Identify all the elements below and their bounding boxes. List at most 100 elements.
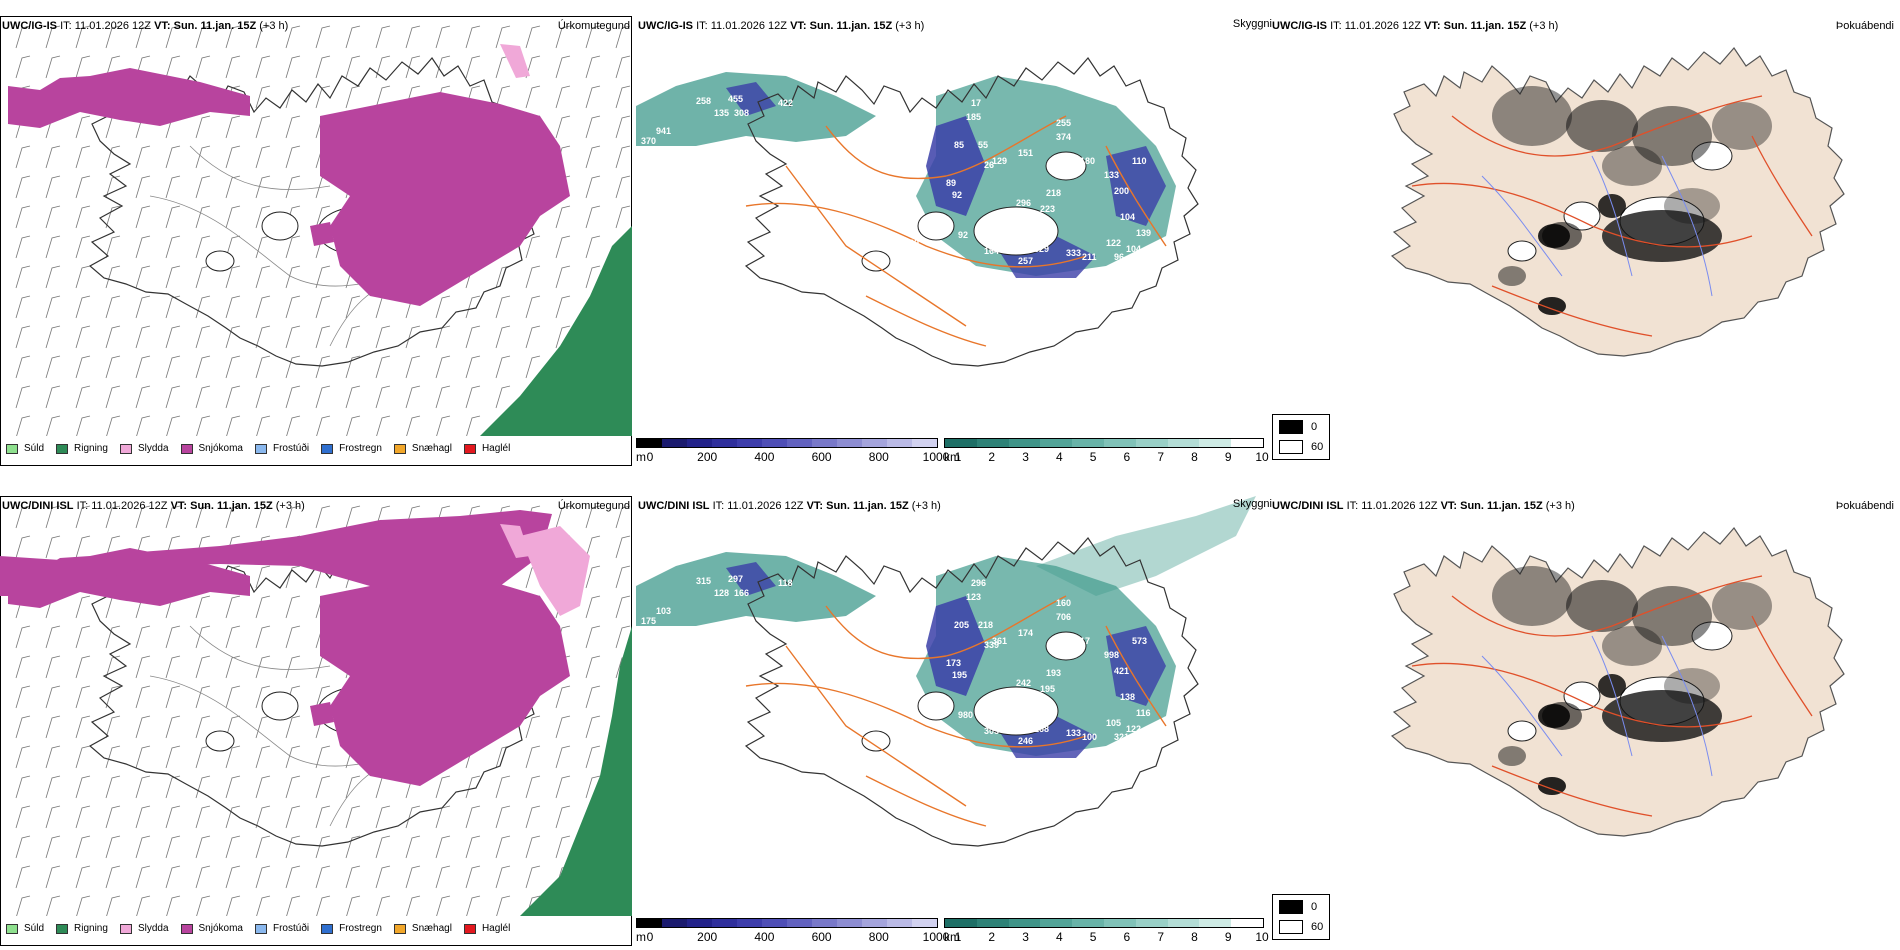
wind-barb bbox=[165, 505, 181, 529]
fog-panel: UWC/DINI ISL IT: 11.01.2026 12Z VT: Sun.… bbox=[1272, 496, 1900, 946]
wind-barb bbox=[285, 235, 301, 259]
legend-label: Rigning bbox=[74, 443, 108, 454]
wind-barb bbox=[405, 385, 421, 409]
wind-barb bbox=[375, 805, 391, 829]
panel-title: Úrkomutegund bbox=[557, 500, 630, 512]
wind-barb bbox=[585, 25, 601, 49]
fog-shade bbox=[1538, 777, 1566, 795]
wind-barb bbox=[45, 715, 61, 739]
tick-label: 0 bbox=[646, 930, 654, 944]
legend-swatch bbox=[119, 923, 132, 934]
wind-barb bbox=[315, 355, 331, 379]
height-label: 91 bbox=[1016, 702, 1026, 712]
legend-swatch bbox=[6, 443, 18, 454]
height-label: 573 bbox=[1132, 636, 1147, 646]
wind-barb bbox=[435, 55, 451, 79]
wind-barb bbox=[255, 805, 271, 829]
wind-barb bbox=[105, 295, 121, 319]
wind-barb bbox=[105, 25, 121, 49]
wind-barb bbox=[195, 55, 211, 79]
wind-barb bbox=[135, 145, 151, 169]
wind-barb bbox=[195, 655, 211, 679]
tick-label: 200 bbox=[697, 930, 718, 944]
wind-barb bbox=[45, 295, 61, 319]
tick-label: 200 bbox=[697, 450, 718, 464]
wind-barb bbox=[225, 505, 241, 529]
wind-barb bbox=[195, 835, 211, 859]
wind-barb bbox=[615, 205, 631, 229]
wind-barb bbox=[106, 415, 121, 436]
glacier bbox=[973, 206, 1059, 256]
wind-barb bbox=[315, 265, 331, 289]
legend-item: Slydda bbox=[119, 923, 169, 934]
wind-barb bbox=[105, 505, 121, 529]
wind-barb bbox=[375, 85, 391, 109]
wind-barb bbox=[495, 385, 511, 409]
wind-barb bbox=[45, 175, 61, 199]
wind-barb bbox=[255, 835, 271, 859]
wind-barb bbox=[75, 385, 91, 409]
wind-barb bbox=[435, 775, 451, 799]
wind-barb bbox=[75, 535, 91, 559]
tick-label: 5 bbox=[1089, 450, 1097, 464]
wind-barb bbox=[286, 895, 301, 916]
wind-barb bbox=[165, 715, 181, 739]
vt-label: VT: bbox=[154, 20, 171, 32]
wind-barb bbox=[495, 355, 511, 379]
wind-barb bbox=[105, 175, 121, 199]
wind-barb bbox=[465, 355, 481, 379]
wind-barb bbox=[375, 355, 391, 379]
legend-label: Frostregn bbox=[339, 443, 382, 454]
wind-barb bbox=[375, 865, 391, 889]
river-network bbox=[1481, 635, 1713, 777]
wind-barb bbox=[285, 325, 301, 349]
wind-barb bbox=[195, 595, 211, 619]
wind-barb bbox=[496, 895, 511, 916]
wind-barb bbox=[255, 625, 271, 649]
wind-barb bbox=[165, 265, 181, 289]
wind-barb bbox=[15, 385, 31, 409]
height-label: 297 bbox=[728, 574, 743, 584]
wind-barb bbox=[135, 655, 151, 679]
height-label: 88 bbox=[904, 718, 914, 728]
wind-barb bbox=[166, 895, 181, 916]
it-label: IT: bbox=[60, 20, 72, 32]
height-label: 55 bbox=[978, 140, 988, 150]
wind-barb bbox=[525, 775, 541, 799]
lead-time: (+3 h) bbox=[1529, 20, 1559, 32]
wind-barb bbox=[135, 685, 151, 709]
height-label: 205 bbox=[954, 620, 969, 630]
height-label: 305 bbox=[984, 726, 999, 736]
tick-label: 9 bbox=[1224, 450, 1232, 464]
vt-label: VT: bbox=[806, 500, 824, 512]
wind-barb bbox=[585, 715, 601, 739]
wind-barb bbox=[105, 805, 121, 829]
wind-barb bbox=[195, 295, 211, 319]
wind-barb bbox=[255, 865, 271, 889]
wind-barb bbox=[585, 175, 601, 199]
tick-label: 6 bbox=[1123, 930, 1131, 944]
glacier bbox=[917, 211, 955, 241]
wind-barb bbox=[285, 265, 301, 289]
tick-label: 3 bbox=[1022, 930, 1029, 944]
wind-barb bbox=[465, 805, 481, 829]
height-label: 421 bbox=[1114, 666, 1129, 676]
wind-barb bbox=[285, 805, 301, 829]
wind-barb bbox=[45, 205, 61, 229]
km-colorbar bbox=[944, 918, 1264, 928]
height-label: 123 bbox=[966, 592, 981, 602]
wind-barb bbox=[615, 55, 631, 79]
tick-label: 1 bbox=[954, 930, 962, 944]
height-label: 455 bbox=[728, 94, 743, 104]
wind-barb bbox=[195, 775, 211, 799]
legend-swatch bbox=[321, 923, 334, 934]
wind-barb bbox=[525, 715, 541, 739]
model-name: UWC/IG-IS bbox=[638, 20, 693, 32]
fog-high-label: 60 bbox=[1311, 441, 1324, 453]
height-label: 329 bbox=[1034, 244, 1049, 254]
wind-barb bbox=[165, 685, 181, 709]
wind-barb bbox=[105, 685, 121, 709]
wind-barb bbox=[226, 415, 241, 436]
wind-barb bbox=[345, 25, 361, 49]
wind-barb bbox=[555, 295, 571, 319]
